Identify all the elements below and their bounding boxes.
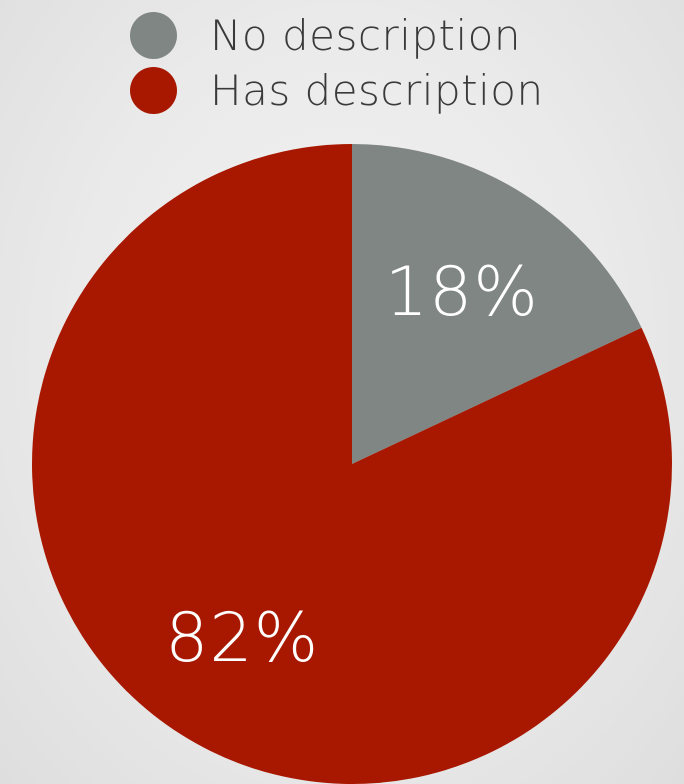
- legend-swatch-has-description: [130, 67, 177, 114]
- legend-label-no-description: No description: [210, 10, 521, 60]
- legend-item-has-description: Has description: [130, 63, 590, 118]
- pie-labels: 18% 82%: [165, 253, 539, 678]
- legend-label-has-description: Has description: [210, 65, 544, 115]
- slice-label-no-description: 18%: [385, 253, 539, 332]
- legend-item-no-description: No description: [130, 8, 590, 63]
- pie-slices: [32, 144, 673, 784]
- pie-slice-no-description: [352, 144, 642, 464]
- pie-slice-has-description: [32, 144, 673, 784]
- chart-legend: No description Has description: [130, 8, 590, 118]
- legend-swatch-no-description: [130, 12, 177, 59]
- slice-label-has-description: 82%: [165, 599, 319, 678]
